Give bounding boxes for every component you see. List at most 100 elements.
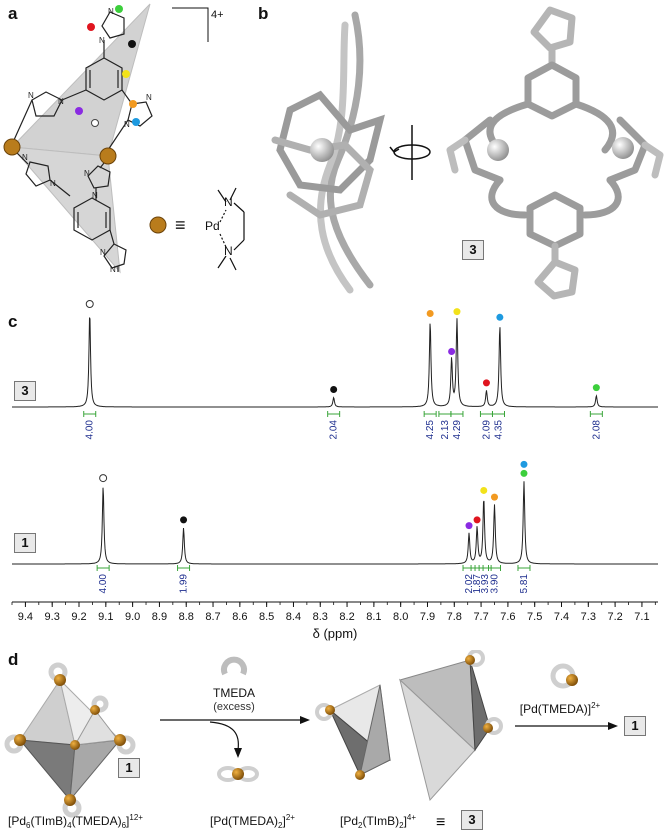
pd-ball-right: [612, 137, 634, 159]
axis-tick-label: 7.6: [500, 611, 515, 623]
axis-tick-label: 8.6: [232, 611, 247, 623]
byproduct-formula: [Pd(TMEDA)2]2+: [210, 813, 295, 830]
equiv-symbol: ≡: [175, 215, 186, 235]
peak-marker: [592, 384, 600, 392]
panel-label-c: c: [8, 312, 18, 331]
panel-label-b: b: [258, 4, 269, 23]
axis-tick-label: 7.5: [527, 611, 542, 623]
byproduct-arrow: [209, 721, 239, 751]
axis-tick-label: 8.7: [205, 611, 220, 623]
equiv-symbol-d: ≡: [436, 814, 445, 831]
axis-tick-label: 7.8: [447, 611, 462, 623]
charge-bracket: [172, 7, 209, 42]
ppm-axis: 9.4 9.3 9.2 9.1 9.0 8.9 8.8 8.7 8.6 8.5 8.4 8.3 8.2 8…: [11, 601, 658, 641]
peak-marker: [520, 460, 528, 468]
pd-sphere: [99, 147, 117, 165]
peak-marker: [473, 516, 481, 524]
rotation-axis-icon: [389, 125, 431, 180]
axis-tick-label: 8.0: [393, 611, 408, 623]
panel-b-crystal-structure: [271, 6, 664, 300]
axis-tick-label: 8.4: [286, 611, 301, 623]
pd-sphere-legend: [149, 216, 167, 234]
peak-marker: [453, 308, 461, 316]
axis-tick-label: 8.5: [259, 611, 274, 623]
panel-a-structure: 4+ N N N N N: [3, 3, 245, 274]
integral-label: 4.00: [98, 574, 109, 594]
integral-label: 3.93: [480, 574, 491, 594]
axis-tick-label: 8.8: [179, 611, 194, 623]
axis-tick-label: 8.2: [339, 611, 354, 623]
compound-box-result: 3: [461, 810, 483, 830]
panel-label-a: a: [8, 4, 18, 23]
marker-red: [87, 23, 95, 31]
dimer-cage-right: [399, 650, 503, 802]
charge-label: 4+: [211, 9, 224, 21]
axis-tick-label: 9.2: [71, 611, 86, 623]
integral-label: 2.13: [440, 420, 451, 440]
mid-formula: [Pd2(TImB)2]4+: [340, 813, 416, 830]
pd-sphere: [3, 138, 21, 156]
spectrum-3: 4.00 2.04 4.25 2.13 4.29 2.09 4.35 2.08: [12, 300, 658, 440]
integral-label: 2.02: [464, 574, 475, 594]
n-atom-label: N: [50, 179, 56, 188]
integral-label: 5.81: [519, 574, 530, 594]
integral-label: 2.09: [481, 420, 492, 440]
marker-open: [91, 119, 99, 127]
spectrum-1: 4.00 1.99 2.021.873.933.90 5.81: [12, 460, 658, 594]
peak-marker: [180, 516, 188, 524]
axis-tick-label: 9.3: [45, 611, 60, 623]
n-atom-label: N: [100, 248, 106, 257]
peak-marker: [99, 474, 108, 483]
compound-label-1-spectrum: 1: [14, 533, 36, 553]
integral-label: 3.90: [489, 574, 500, 594]
panel-d-scheme: TMEDA (excess) [Pd(TMEDA)]2+ [Pd6(TImB)4…: [4, 650, 618, 831]
compound-box-start: 1: [118, 758, 140, 778]
axis-tick-label: 9.4: [18, 611, 33, 623]
peak-marker: [448, 348, 456, 355]
n-atom-label: N: [92, 191, 98, 200]
integral-label: 2.04: [329, 420, 340, 440]
marker-yellow: [122, 70, 130, 78]
peak-marker: [480, 486, 488, 494]
n-atom-label: N: [99, 36, 105, 45]
axis-tick-label: 9.1: [98, 611, 113, 623]
octahedral-cage: [4, 662, 136, 818]
axis-label: δ (ppm): [313, 626, 358, 641]
peak-marker: [520, 469, 528, 477]
integral-label: 4.25: [425, 420, 436, 440]
panel-label-d: d: [8, 650, 19, 669]
compound-box-product: 1: [624, 716, 646, 736]
compound-label-3-spectrum: 3: [14, 381, 36, 401]
reagent-tmeda-label: TMEDA: [213, 686, 255, 700]
n-atom-label: N: [22, 153, 28, 162]
top-view-model: [446, 6, 664, 300]
integral-label: 1.99: [179, 574, 190, 594]
integral-label: 2.08: [591, 420, 602, 440]
marker-blue: [132, 118, 140, 126]
spectrum-trace: [12, 481, 658, 565]
n-atom-label: N: [124, 120, 130, 129]
peak-marker: [490, 493, 498, 501]
dimer-cage-left: [315, 684, 391, 780]
n-atom-label: N: [84, 169, 90, 178]
axis-tick-label: 8.1: [366, 611, 381, 623]
peak-marker: [426, 310, 434, 317]
byproduct-complex-icon: [217, 766, 259, 782]
axis-tick-label: 7.1: [634, 611, 649, 623]
reagent-tmeda-note: (excess): [213, 701, 255, 713]
pd-label: Pd: [205, 219, 220, 233]
peak-marker: [85, 300, 94, 308]
n-atom-label: N: [146, 93, 152, 102]
axis-tick-label: 7.4: [554, 611, 569, 623]
n-atom-label: N: [108, 7, 114, 16]
axis-tick-label: 8.3: [313, 611, 328, 623]
pd-ball-side: [310, 138, 334, 162]
axis-tick-label: 7.3: [581, 611, 596, 623]
n-atom-label: N: [58, 97, 64, 106]
marker-purple: [75, 107, 83, 115]
peak-marker: [482, 379, 490, 387]
n-label-bottom: N: [224, 244, 233, 258]
pd-ball-left: [487, 139, 509, 161]
peak-marker: [465, 522, 473, 530]
nmr-spectra: 4.00 2.04 4.25 2.13 4.29 2.09 4.35 2.08 4.00 1.9…: [11, 300, 658, 641]
